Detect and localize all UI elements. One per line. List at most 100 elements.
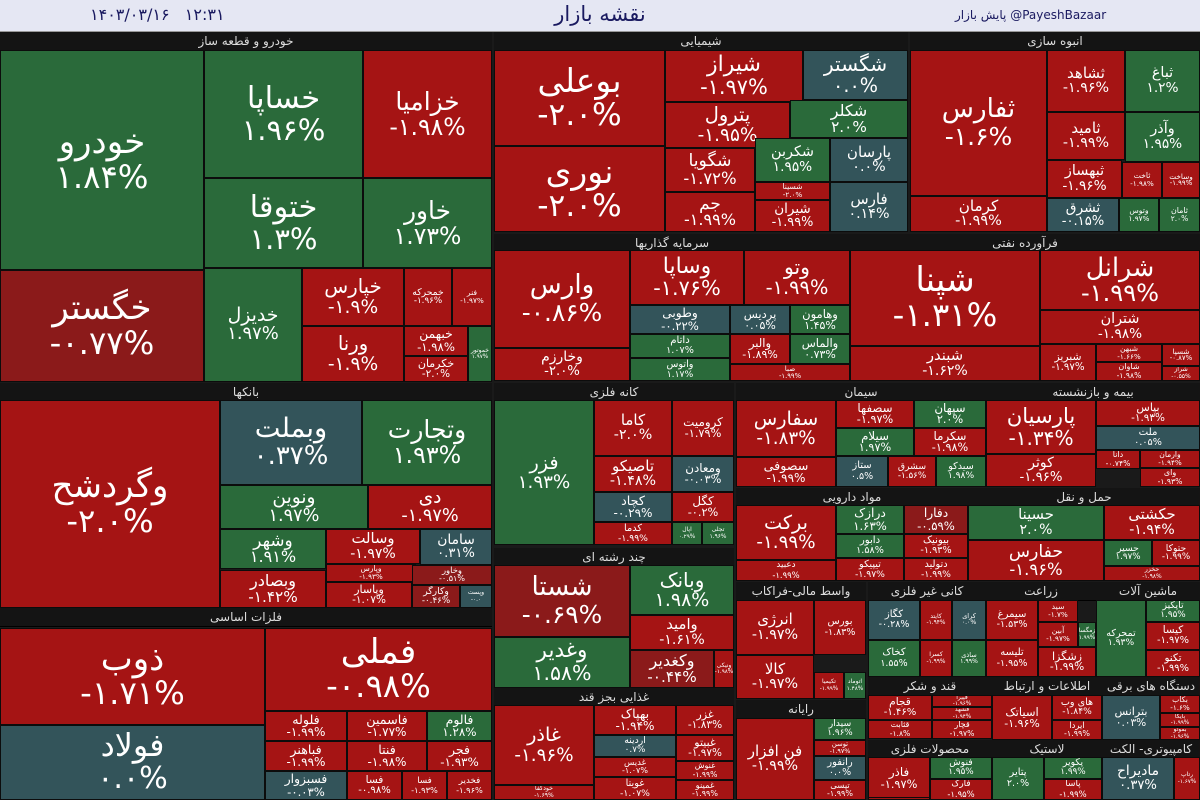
- stock-tile[interactable]: تجلی ۱.۹۶%: [702, 522, 734, 545]
- sector-header[interactable]: غذایی بجز قند: [494, 688, 734, 707]
- stock-tile[interactable]: قچار -۱.۹۷%: [932, 720, 992, 739]
- stock-tile[interactable]: تلیسه -۱.۹۵%: [986, 640, 1038, 677]
- stock-tile[interactable]: دابور ۱.۵۸%: [836, 534, 904, 558]
- stock-tile[interactable]: ثشاهد -۱.۹۶%: [1047, 50, 1125, 112]
- stock-tile[interactable]: حخزر -۱.۹۸%: [1104, 566, 1200, 581]
- stock-tile[interactable]: شستا -۰.۶۹%: [494, 565, 630, 637]
- stock-tile[interactable]: فجر -۱.۹۳%: [427, 741, 492, 771]
- stock-tile[interactable]: اسیاتک -۱.۹۶%: [992, 695, 1052, 740]
- stock-tile[interactable]: فخدیر -۱.۹۶%: [447, 771, 492, 800]
- stock-tile[interactable]: خموتور ۱.۹۷%: [468, 326, 492, 382]
- stock-tile[interactable]: ثبهساز -۱.۹۶%: [1047, 160, 1122, 198]
- stock-tile[interactable]: فلوله -۱.۹۹%: [265, 711, 347, 741]
- brand-handle[interactable]: پایش بازار @PayeshBazaar: [955, 8, 1106, 22]
- stock-tile[interactable]: حفارس -۱.۹۶%: [968, 540, 1104, 581]
- stock-tile[interactable]: داتام ۱.۰۷%: [630, 334, 730, 358]
- stock-tile[interactable]: دانا -۰.۷۴%: [1096, 450, 1140, 469]
- sector-header[interactable]: لاستیک: [992, 740, 1102, 759]
- stock-tile[interactable]: کگل -۰.۲%: [672, 492, 734, 522]
- stock-tile[interactable]: خمحرکه -۱.۹۶%: [404, 268, 452, 326]
- stock-tile[interactable]: خبهمن -۱.۹۸%: [404, 326, 468, 356]
- stock-tile[interactable]: فنتا -۱.۹۸%: [347, 741, 427, 771]
- stock-tile[interactable]: فنر -۱.۹۷%: [452, 268, 492, 326]
- stock-tile[interactable]: سید -۱.۷%: [1038, 600, 1078, 622]
- sector-header[interactable]: زراعت: [986, 582, 1096, 601]
- stock-tile[interactable]: ساذی ۱.۹۹%: [952, 640, 986, 677]
- stock-tile[interactable]: قثابت -۱.۸%: [868, 720, 932, 739]
- stock-tile[interactable]: وامید -۱.۶۱%: [630, 615, 734, 650]
- stock-tile[interactable]: ثفارس -۱.۶%: [910, 50, 1047, 196]
- stock-tile[interactable]: وخاور -۰.۵۱%: [412, 565, 492, 585]
- stock-tile[interactable]: ثباغ ۱.۲%: [1125, 50, 1200, 112]
- stock-tile[interactable]: بهپاک -۱.۹۴%: [594, 705, 676, 735]
- stock-tile[interactable]: بایکا -۱.۹۹%: [1160, 713, 1200, 727]
- stock-tile[interactable]: خساپا ۱.۹۶%: [204, 50, 363, 178]
- stock-tile[interactable]: دتولید -۱.۹۹%: [904, 558, 968, 581]
- stock-tile[interactable]: قپیرا -۱.۹۶%: [932, 695, 992, 707]
- stock-tile[interactable]: خگستر -۰.۷۷%: [0, 270, 204, 382]
- stock-tile[interactable]: کرومیت -۱.۷۹%: [672, 400, 734, 456]
- stock-tile[interactable]: بوعلی -۲.۰%: [494, 50, 665, 146]
- stock-tile[interactable]: ختوقا ۱.۳%: [204, 178, 363, 268]
- stock-tile[interactable]: ومعادن -۰.۰۳%: [672, 456, 734, 492]
- stock-tile[interactable]: دفارا -۰.۵۹%: [904, 505, 968, 534]
- stock-tile[interactable]: شبهن -۱.۶۶%: [1096, 344, 1162, 362]
- stock-tile[interactable]: شیراز -۱.۹۷%: [665, 50, 803, 102]
- stock-tile[interactable]: ثامید -۱.۹۹%: [1047, 112, 1125, 160]
- stock-tile[interactable]: نوری -۲.۰%: [494, 146, 665, 232]
- stock-tile[interactable]: برکت -۱.۹۹%: [736, 505, 836, 560]
- stock-tile[interactable]: فزر ۱.۹۳%: [494, 400, 594, 545]
- stock-tile[interactable]: تپسی -۱.۹۹%: [814, 780, 866, 800]
- stock-tile[interactable]: والماس ۰.۷۳%: [790, 334, 850, 364]
- stock-tile[interactable]: ذوب -۱.۷۱%: [0, 628, 265, 725]
- sector-header[interactable]: ماشین آلات: [1096, 582, 1200, 601]
- stock-tile[interactable]: رانفور ۰.۰%: [814, 756, 866, 780]
- stock-tile[interactable]: سیمرغ -۱.۵۳%: [986, 600, 1038, 640]
- stock-tile[interactable]: سپهان ۲.۰%: [914, 400, 986, 428]
- stock-tile[interactable]: وگردشح -۲.۰%: [0, 400, 220, 608]
- stock-tile[interactable]: وهامون ۱.۴۵%: [790, 305, 850, 334]
- stock-tile[interactable]: جم -۱.۹۹%: [665, 192, 755, 232]
- stock-tile[interactable]: رتاپ -۱.۶۷%: [1174, 757, 1200, 800]
- stock-tile[interactable]: آبین -۱.۹۷%: [1038, 622, 1078, 647]
- stock-tile[interactable]: غدیس -۱.۰۷%: [594, 757, 676, 777]
- stock-tile[interactable]: شبندر -۱.۶۲%: [850, 346, 1040, 381]
- stock-tile[interactable]: کیسا -۱.۹۷%: [1146, 622, 1200, 650]
- stock-tile[interactable]: وبملت ۰.۳۷%: [220, 400, 362, 485]
- stock-tile[interactable]: وخارزم -۲.۰%: [494, 348, 630, 381]
- stock-tile[interactable]: کایتد -۱.۹۴%: [920, 600, 952, 640]
- stock-tile[interactable]: خزامیا -۱.۹۸%: [363, 50, 492, 178]
- stock-tile[interactable]: والبر -۱.۸۹%: [730, 334, 790, 364]
- stock-tile[interactable]: سیدار ۱.۹۶%: [814, 718, 866, 740]
- stock-tile[interactable]: وای -۱.۹۳%: [1140, 468, 1200, 487]
- stock-tile[interactable]: اتوماد ۱.۴۸%: [844, 672, 866, 699]
- stock-tile[interactable]: بترانس ۰.۰۳%: [1102, 695, 1160, 740]
- stock-tile[interactable]: های وب -۱.۸۴%: [1052, 695, 1102, 720]
- stock-tile[interactable]: سکرما -۱.۹۸%: [914, 428, 986, 456]
- stock-tile[interactable]: وساپا -۱.۷۶%: [630, 250, 744, 305]
- stock-tile[interactable]: سفارس -۱.۸۳%: [736, 400, 836, 457]
- stock-tile[interactable]: بپاس -۱.۹۳%: [1096, 400, 1200, 426]
- stock-tile[interactable]: کگاز -۰.۲۸%: [868, 600, 920, 640]
- stock-tile[interactable]: فسا -۰.۹۸%: [347, 771, 402, 800]
- sector-header[interactable]: قند و شکر: [868, 677, 992, 696]
- stock-tile[interactable]: فسا -۱.۹۳%: [402, 771, 447, 800]
- stock-tile[interactable]: شاوان -۱.۹۸%: [1096, 362, 1162, 381]
- stock-tile[interactable]: شگستر ۰.۰%: [803, 50, 908, 100]
- stock-tile[interactable]: شسپا -۰.۸۷%: [1162, 344, 1200, 366]
- stock-tile[interactable]: ستاز ۰.۵%: [836, 456, 888, 487]
- stock-tile[interactable]: فالوم ۱.۲۸%: [427, 711, 492, 741]
- stock-tile[interactable]: آردینه ۰.۷%: [594, 735, 676, 757]
- stock-tile[interactable]: وبانک ۱.۹۸%: [630, 565, 734, 615]
- stock-tile[interactable]: فارس ۰.۱۴%: [830, 182, 908, 232]
- stock-tile[interactable]: وتو -۱.۹۹%: [744, 250, 850, 305]
- stock-tile[interactable]: فارک -۱.۹۵%: [930, 779, 992, 800]
- stock-tile[interactable]: وشهر ۱.۹۱%: [220, 529, 326, 569]
- stock-tile[interactable]: شکربن ۱.۹۵%: [755, 138, 830, 182]
- stock-tile[interactable]: حسیر ۱.۹۷%: [1104, 540, 1152, 566]
- stock-tile[interactable]: تاپکیز ۱.۹۵%: [1146, 600, 1200, 622]
- stock-tile[interactable]: وپست -۰.۰: [460, 585, 492, 608]
- sector-header[interactable]: خودرو و قطعه ساز: [0, 32, 492, 51]
- stock-tile[interactable]: بیونیک -۱.۹۳%: [904, 534, 968, 558]
- stock-tile[interactable]: غزر -۱.۸۳%: [676, 705, 734, 735]
